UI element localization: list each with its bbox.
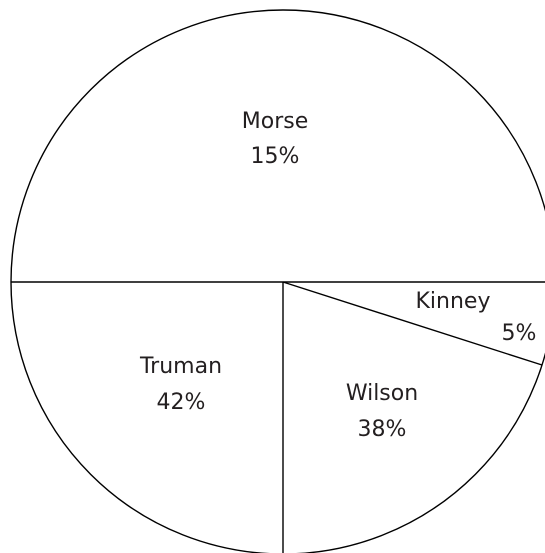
slice-value-morse: 15% [251,144,300,169]
slice-morse: Morse 15% [242,109,308,169]
slice-label-kinney: Kinney [416,289,491,314]
slice-value-truman: 42% [157,390,206,415]
divider-kinney-wilson [282,281,543,366]
slice-kinney: Kinney 5% [416,289,537,346]
slice-truman: Truman 42% [139,354,222,415]
slice-label-wilson: Wilson [346,381,418,406]
slice-wilson: Wilson 38% [346,381,418,442]
slice-label-truman: Truman [139,354,222,379]
slice-value-wilson: 38% [358,417,407,442]
slice-label-morse: Morse [242,109,308,134]
slice-value-kinney: 5% [502,321,537,346]
